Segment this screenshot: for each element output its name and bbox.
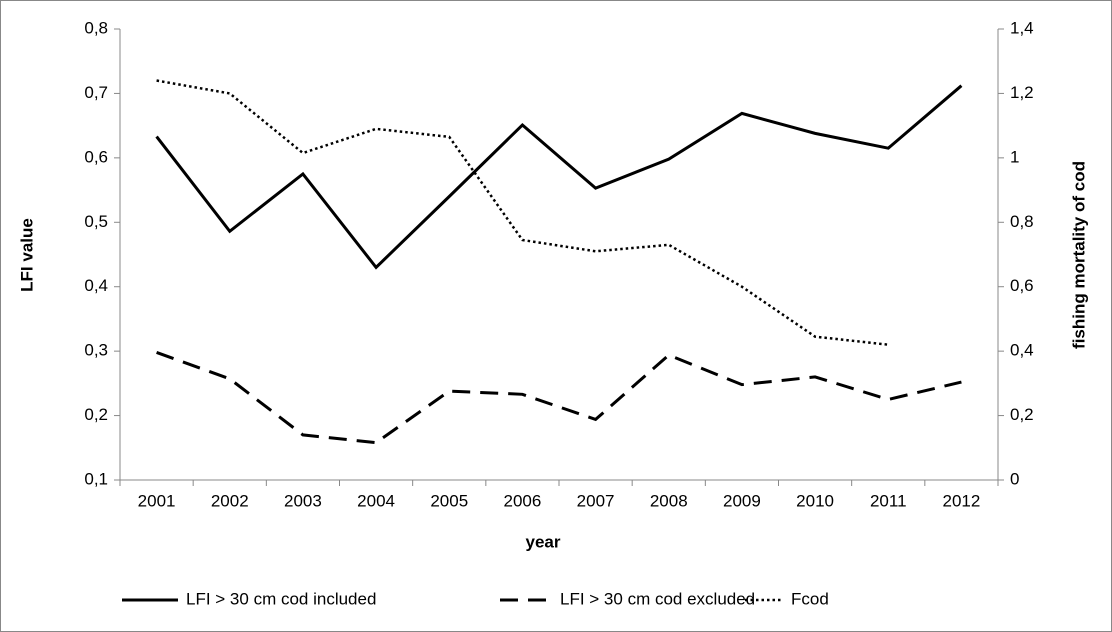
y-tick-label: 0,2: [84, 405, 108, 424]
x-tick-label: 2006: [504, 491, 542, 510]
x-tick-label: 2003: [284, 491, 322, 510]
y-tick-label: 0,7: [84, 83, 108, 102]
x-tick-label: 2008: [650, 491, 688, 510]
y-tick-label: 0,5: [84, 212, 108, 231]
x-tick-label: 2010: [796, 491, 834, 510]
y-axis-label: LFI value: [17, 218, 36, 292]
y2-tick-label: 0,8: [1010, 212, 1034, 231]
x-tick-label: 2009: [723, 491, 761, 510]
legend-label: Fcod: [791, 589, 829, 608]
y-tick-label: 0,8: [84, 18, 108, 37]
y2-tick-label: 0,2: [1010, 405, 1034, 424]
x-axis-label: year: [526, 532, 561, 551]
x-tick-label: 2011: [870, 491, 907, 510]
y2-axis-label: fishing mortality of cod: [1069, 161, 1088, 349]
x-tick-label: 2001: [138, 491, 176, 510]
y2-tick-label: 1,2: [1010, 83, 1034, 102]
data-line: [155, 84, 963, 270]
legend-label: LFI > 30 cm cod excluded: [560, 589, 755, 608]
y-tick-label: 0,3: [84, 341, 108, 360]
y2-tick-label: 0: [1010, 469, 1019, 488]
x-tick-label: 2004: [357, 491, 395, 510]
y2-tick-label: 0,6: [1010, 276, 1034, 295]
y-tick-label: 0,1: [84, 469, 108, 488]
y2-tick-label: 1: [1010, 147, 1019, 166]
x-tick-label: 2002: [211, 491, 249, 510]
data-line: [156, 351, 962, 445]
x-tick-label: 2005: [430, 491, 468, 510]
y-tick-label: 0,6: [84, 147, 108, 166]
y2-tick-label: 1,4: [1010, 18, 1034, 37]
x-tick-label: 2012: [943, 491, 981, 510]
legend-label: LFI > 30 cm cod included: [186, 589, 376, 608]
y2-tick-label: 0,4: [1010, 341, 1034, 360]
data-line: [156, 79, 889, 346]
y-tick-label: 0,4: [84, 276, 108, 295]
x-tick-label: 2007: [577, 491, 615, 510]
